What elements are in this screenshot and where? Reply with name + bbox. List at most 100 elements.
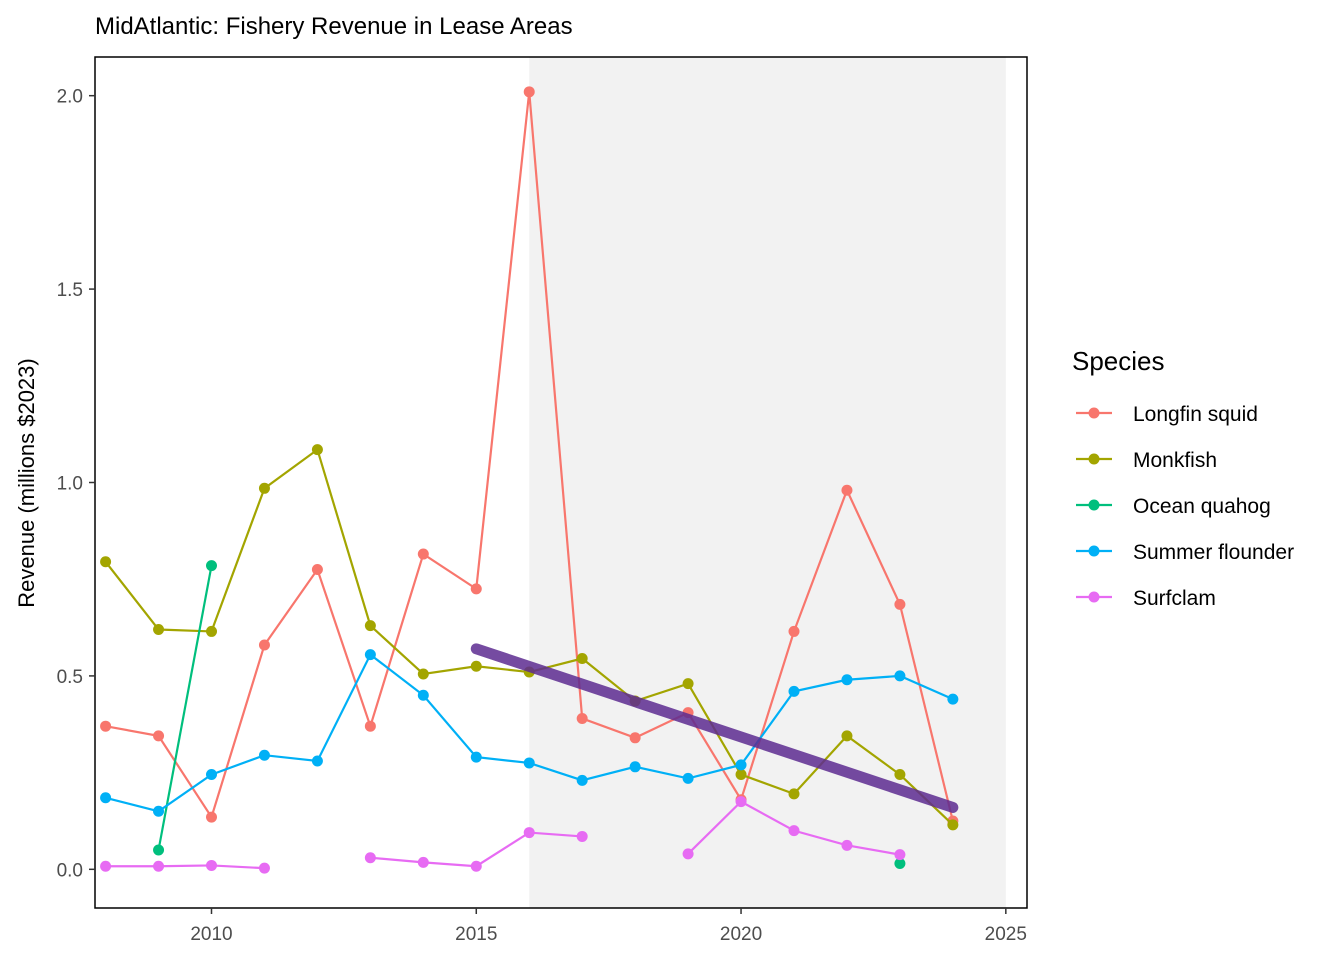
legend-marker bbox=[1088, 499, 1100, 511]
legend-label: Longfin squid bbox=[1133, 403, 1258, 426]
data-point bbox=[841, 484, 853, 496]
data-point bbox=[947, 693, 959, 705]
data-point bbox=[629, 761, 641, 773]
data-point bbox=[735, 759, 747, 771]
data-point bbox=[735, 769, 747, 781]
data-point bbox=[100, 792, 112, 804]
legend: Species Longfin squid Monkfish Ocean quaho… bbox=[1072, 346, 1294, 610]
data-point bbox=[682, 848, 694, 860]
data-point bbox=[470, 860, 482, 872]
data-point bbox=[100, 720, 112, 732]
series-ocean-quahog bbox=[153, 560, 906, 870]
data-point bbox=[576, 653, 588, 665]
y-tick-label: 1.0 bbox=[57, 474, 83, 495]
legend-item: Ocean quahog bbox=[1076, 495, 1271, 518]
legend-title: Species bbox=[1072, 346, 1165, 376]
data-point bbox=[206, 811, 217, 823]
data-point bbox=[206, 625, 217, 637]
data-point bbox=[470, 660, 482, 672]
legend-label: Ocean quahog bbox=[1133, 495, 1271, 518]
data-point bbox=[153, 805, 165, 817]
data-point bbox=[206, 560, 217, 572]
data-point bbox=[417, 689, 429, 701]
data-point bbox=[100, 556, 112, 568]
legend-item: Summer flounder bbox=[1076, 541, 1294, 564]
data-point bbox=[523, 757, 535, 769]
data-point bbox=[894, 858, 906, 870]
trend-layer bbox=[470, 643, 959, 813]
x-tick-label: 2015 bbox=[455, 924, 497, 945]
data-point bbox=[417, 548, 429, 560]
data-point bbox=[576, 774, 588, 786]
data-point bbox=[894, 598, 906, 610]
y-tick-label: 2.0 bbox=[57, 87, 83, 108]
data-point bbox=[100, 860, 112, 872]
data-point bbox=[311, 444, 323, 456]
data-point bbox=[206, 769, 217, 781]
data-point bbox=[153, 730, 165, 742]
y-axis: 0.0 0.5 1.0 1.5 2.0 bbox=[57, 87, 95, 881]
data-point bbox=[364, 649, 376, 661]
data-point bbox=[153, 860, 165, 872]
data-point bbox=[894, 670, 906, 682]
trend-line bbox=[470, 643, 959, 813]
x-axis: 2010 2015 2020 2025 bbox=[190, 908, 1027, 945]
data-point bbox=[523, 86, 535, 98]
data-point bbox=[470, 751, 482, 763]
data-point bbox=[788, 788, 800, 800]
legend-label: Surfclam bbox=[1133, 587, 1216, 610]
data-point bbox=[364, 620, 376, 632]
x-tick-label: 2010 bbox=[190, 924, 232, 945]
data-point bbox=[947, 819, 959, 831]
chart-title: MidAtlantic: Fishery Revenue in Lease Ar… bbox=[95, 13, 573, 40]
data-point bbox=[311, 755, 323, 767]
legend-marker bbox=[1088, 591, 1100, 603]
data-point bbox=[735, 796, 747, 808]
y-tick-label: 1.5 bbox=[57, 280, 83, 301]
series-surfclam bbox=[100, 796, 906, 874]
data-point bbox=[576, 712, 588, 724]
legend-marker bbox=[1088, 407, 1100, 419]
data-point bbox=[258, 862, 270, 874]
legend-label: Monkfish bbox=[1133, 449, 1217, 472]
data-point bbox=[576, 830, 588, 842]
data-point bbox=[841, 674, 853, 686]
legend-item: Monkfish bbox=[1076, 449, 1217, 472]
data-point bbox=[417, 668, 429, 680]
data-point bbox=[364, 720, 376, 732]
data-point bbox=[258, 482, 270, 494]
data-point bbox=[629, 732, 641, 744]
data-point bbox=[258, 639, 270, 651]
data-point bbox=[788, 685, 800, 697]
data-point bbox=[206, 859, 217, 871]
series-layer bbox=[100, 86, 959, 874]
x-tick-label: 2025 bbox=[985, 924, 1027, 945]
series-line bbox=[157, 565, 213, 851]
series-line bbox=[105, 864, 265, 870]
legend-label: Summer flounder bbox=[1133, 541, 1294, 564]
data-point bbox=[841, 839, 853, 851]
shaded-region bbox=[529, 57, 1006, 908]
data-point bbox=[894, 849, 906, 861]
legend-marker bbox=[1088, 453, 1100, 465]
y-tick-label: 0.5 bbox=[57, 667, 83, 688]
data-point bbox=[258, 749, 270, 761]
legend-items: Longfin squid Monkfish Ocean quahog Summer … bbox=[1076, 403, 1294, 610]
y-tick-label: 0.0 bbox=[57, 860, 83, 881]
data-point bbox=[153, 623, 165, 635]
legend-item: Surfclam bbox=[1076, 587, 1216, 610]
data-point bbox=[788, 625, 800, 637]
plot-area bbox=[94, 56, 1028, 909]
data-point bbox=[682, 678, 694, 690]
data-point bbox=[311, 564, 323, 576]
data-point bbox=[841, 730, 853, 742]
data-point bbox=[523, 827, 535, 839]
data-point bbox=[364, 852, 376, 864]
data-point bbox=[470, 583, 482, 595]
data-point bbox=[788, 825, 800, 837]
legend-item: Longfin squid bbox=[1076, 403, 1258, 426]
data-point bbox=[153, 844, 165, 856]
y-axis-title: Revenue (millions $2023) bbox=[14, 358, 39, 607]
series-summer-flounder bbox=[100, 649, 959, 817]
